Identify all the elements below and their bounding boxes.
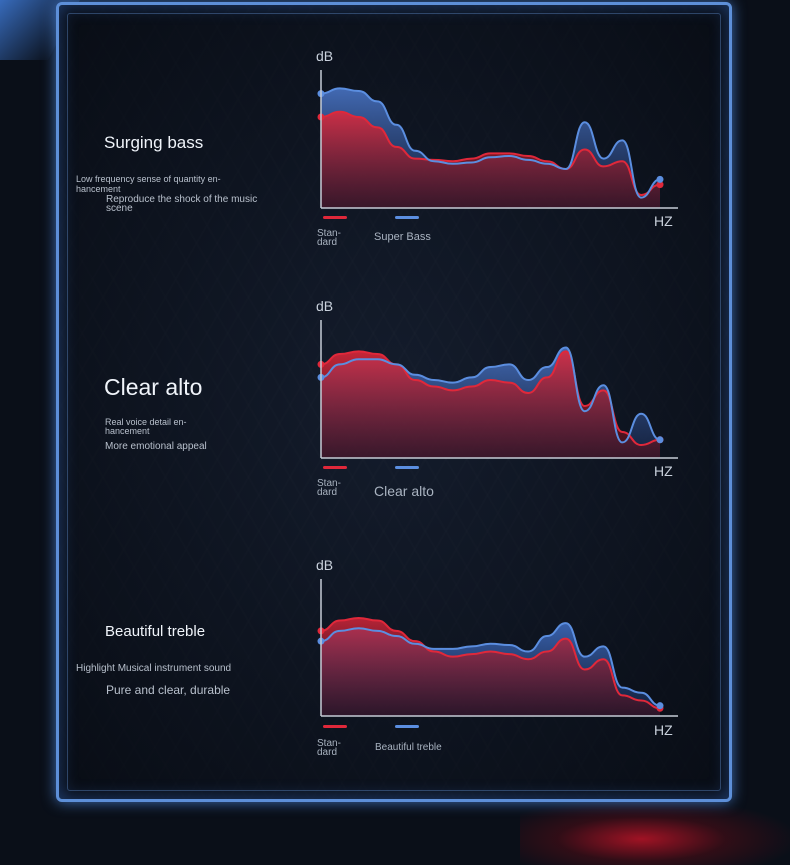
red-glow-decoration	[520, 800, 790, 865]
x-axis-label: HZ	[654, 213, 673, 229]
series-endpoint-0-1	[656, 181, 664, 189]
section-desc-1: Low frequency sense of quantity en-hance…	[76, 174, 221, 194]
series-endpoint-1-1	[656, 702, 664, 710]
x-axis-label: HZ	[654, 463, 673, 479]
series-area-0	[321, 111, 660, 208]
series-line-0	[320, 350, 661, 447]
section-desc-1: Highlight Musical instrument sound	[76, 663, 232, 674]
series-line-1	[320, 622, 661, 707]
legend-red-swatch	[323, 466, 347, 469]
frequency-chart: dB HZ	[316, 298, 678, 479]
legend-blue-swatch	[395, 725, 419, 728]
series-endpoint-1-1	[656, 436, 664, 444]
section-beautiful-treble: Beautiful treble Highlight Musical instr…	[0, 550, 790, 770]
series-line-1	[320, 87, 661, 199]
panel-inner-border	[67, 13, 721, 791]
section-surging-bass: Surging bass Low frequency sense of quan…	[0, 40, 790, 260]
legend-blue-label: Beautiful treble	[375, 742, 442, 753]
section-clear-alto: Clear alto Real voice detail en-hancemen…	[0, 290, 790, 510]
legend-red-label: Stan-dard	[317, 738, 341, 758]
legend-red-label: Stan-dard	[317, 228, 341, 248]
legend-red-label: Stan-dard	[317, 478, 341, 498]
section-desc-1: Real voice detail en-hancement	[105, 417, 187, 436]
y-axis-label: dB	[316, 48, 333, 64]
legend-red-swatch	[323, 216, 347, 219]
legend-blue-label: Super Bass	[374, 231, 431, 243]
legend-red-swatch	[323, 725, 347, 728]
series-area-0	[321, 351, 660, 458]
series-line-0	[320, 110, 661, 197]
series-line-1	[320, 346, 661, 444]
series-area-0	[321, 617, 660, 716]
x-axis-label: HZ	[654, 722, 673, 738]
legend-blue-label: Clear alto	[374, 483, 434, 499]
y-axis-label: dB	[316, 298, 333, 314]
frequency-chart: dB HZ	[316, 48, 678, 229]
section-desc-2: Pure and clear, durable	[106, 683, 231, 697]
series-line-0	[320, 616, 661, 710]
series-endpoint-1-1	[656, 175, 664, 183]
y-axis-label: dB	[316, 559, 333, 573]
section-title: Clear alto	[104, 374, 203, 400]
section-desc-2: More emotional appeal	[105, 441, 207, 452]
section-title: Surging bass	[104, 133, 204, 152]
legend-blue-swatch	[395, 216, 419, 219]
frequency-chart: dB HZ	[316, 559, 678, 738]
section-desc-2: Reproduce the shock of the music scene	[106, 194, 258, 214]
legend-blue-swatch	[395, 466, 419, 469]
section-title: Beautiful treble	[105, 623, 206, 640]
